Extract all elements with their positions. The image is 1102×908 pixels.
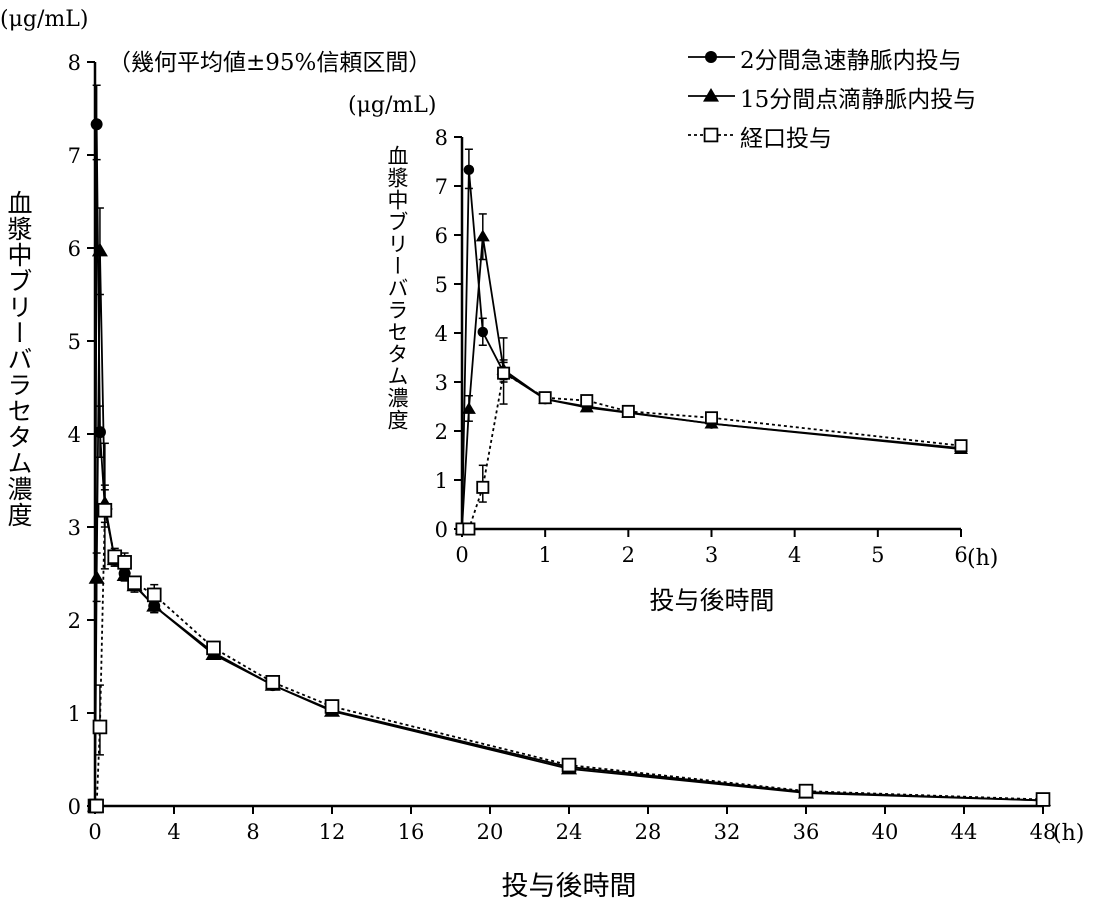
inset-data-point-open-square <box>538 391 552 405</box>
inset-x-tick-label: 4 <box>788 543 801 567</box>
inset-y-tick-label: 1 <box>435 469 448 493</box>
legend-marker-open-square <box>703 127 719 143</box>
inset-x-tick-label: 6 <box>954 543 967 567</box>
legend-label-infusion: 15分間点滴静脈内投与 <box>740 87 976 113</box>
legend: 2分間急速静脈内投与 15分間点滴静脈内投与 経口投与 <box>740 48 976 152</box>
inset-data-point-filled-circle <box>477 326 489 338</box>
main-x-tick-label: 28 <box>635 820 662 844</box>
inset-y-tick-label: 5 <box>435 273 448 297</box>
inset-x-tick-label: 2 <box>622 543 635 567</box>
main-data-point-filled-triangle <box>91 242 108 257</box>
main-y-tick-label: 2 <box>68 609 81 633</box>
main-y-tick-label: 1 <box>68 702 81 726</box>
inset-series-line-2 <box>462 371 962 530</box>
main-data-point-filled-triangle <box>88 570 105 584</box>
inset-data-point-open-square <box>497 366 511 380</box>
main-data-point-open-square <box>561 757 577 773</box>
inset-x-tick-label: 0 <box>455 543 468 567</box>
main-data-point-open-square <box>127 575 142 591</box>
inset-x-tick-label: 1 <box>538 543 551 567</box>
main-data-point-open-square <box>324 699 340 714</box>
inset-data-point-open-square <box>462 522 476 536</box>
main-x-tick-label: 16 <box>398 820 425 844</box>
main-data-point-filled-triangle <box>146 598 163 612</box>
inset-series-line-1 <box>461 236 962 530</box>
main-data-point-open-square <box>265 675 281 690</box>
main-y-tick-label: 5 <box>68 330 81 354</box>
legend-label-oral: 経口投与 <box>740 126 832 152</box>
main-y-tick-label: 6 <box>68 237 81 261</box>
inset-x-unit: (h) <box>967 546 998 571</box>
inset-x-tick-label: 5 <box>871 543 884 567</box>
main-x-tick-label: 36 <box>793 820 820 844</box>
inset-data-point-filled-triangle <box>461 401 476 414</box>
inset-y-tick-label: 0 <box>435 518 448 542</box>
main-y-tick-label: 0 <box>68 795 81 819</box>
main-y-tick-label: 3 <box>68 516 81 540</box>
inset-series-line-0 <box>461 169 962 530</box>
legend-marker-filled-triangle <box>703 88 719 102</box>
main-y-unit: (μg/mL) <box>0 7 88 32</box>
legend-marker-filled-circle <box>705 51 717 63</box>
inset-x-tick-label: 3 <box>705 543 718 567</box>
inset-y-tick-label: 8 <box>435 126 448 150</box>
main-x-label: 投与後時間 <box>502 871 637 902</box>
inset-data-point-filled-circle <box>463 164 475 176</box>
main-y-label: 血漿中ブリーバラセタム濃度 <box>4 190 33 528</box>
main-data-point-open-square <box>146 587 162 603</box>
inset-y-unit: (μg/mL) <box>348 93 436 118</box>
inset-data-point-open-square <box>621 404 635 418</box>
inset-y-label: 血漿中ブリーバラセタム濃度 <box>385 145 409 431</box>
main-x-tick-label: 24 <box>556 820 583 844</box>
main-data-point-filled-circle <box>90 118 103 131</box>
legend-label-bolus: 2分間急速静脈内投与 <box>740 48 962 74</box>
main-data-point-open-square <box>89 798 104 814</box>
main-x-tick-label: 44 <box>951 820 978 844</box>
inset-data-point-open-square <box>954 439 968 453</box>
main-x-tick-label: 40 <box>872 820 899 844</box>
main-data-point-open-square <box>1035 792 1051 807</box>
main-series-line-2 <box>95 510 1044 807</box>
inset-y-tick-label: 3 <box>435 371 448 395</box>
annotation: （幾何平均値±95%信頼区間） <box>108 50 431 76</box>
main-y-tick-label: 8 <box>68 51 81 75</box>
main-data-point-open-square <box>97 502 113 518</box>
inset-x-label: 投与後時間 <box>649 586 774 615</box>
main-data-point-open-square <box>117 555 132 570</box>
main-y-tick-label: 7 <box>68 144 81 168</box>
main-x-unit: (h) <box>1053 821 1084 846</box>
inset-y-tick-label: 4 <box>435 322 448 346</box>
main-data-point-open-square <box>92 719 108 735</box>
inset-y-tick-label: 6 <box>435 224 448 248</box>
inset-y-tick-label: 2 <box>435 420 448 444</box>
main-y-tick-label: 4 <box>68 423 81 447</box>
inset-data-point-open-square <box>476 480 490 494</box>
main-x-tick-label: 4 <box>167 820 180 844</box>
main-x-tick-label: 12 <box>319 820 346 844</box>
inset-data-point-filled-triangle <box>475 229 490 242</box>
inset-y-tick-label: 7 <box>435 175 448 199</box>
inset-data-point-open-square <box>705 411 719 425</box>
main-x-tick-label: 8 <box>246 820 259 844</box>
main-series-line-0 <box>94 124 1044 807</box>
inset-data-point-open-square <box>580 394 594 408</box>
main-data-point-open-square <box>206 640 221 656</box>
main-x-tick-label: 20 <box>477 820 504 844</box>
main-series-line-1 <box>94 250 1044 807</box>
main-x-tick-label: 32 <box>714 820 741 844</box>
main-data-point-open-square <box>798 783 814 799</box>
main-x-tick-label: 48 <box>1030 820 1057 844</box>
main-x-tick-label: 0 <box>88 820 101 844</box>
